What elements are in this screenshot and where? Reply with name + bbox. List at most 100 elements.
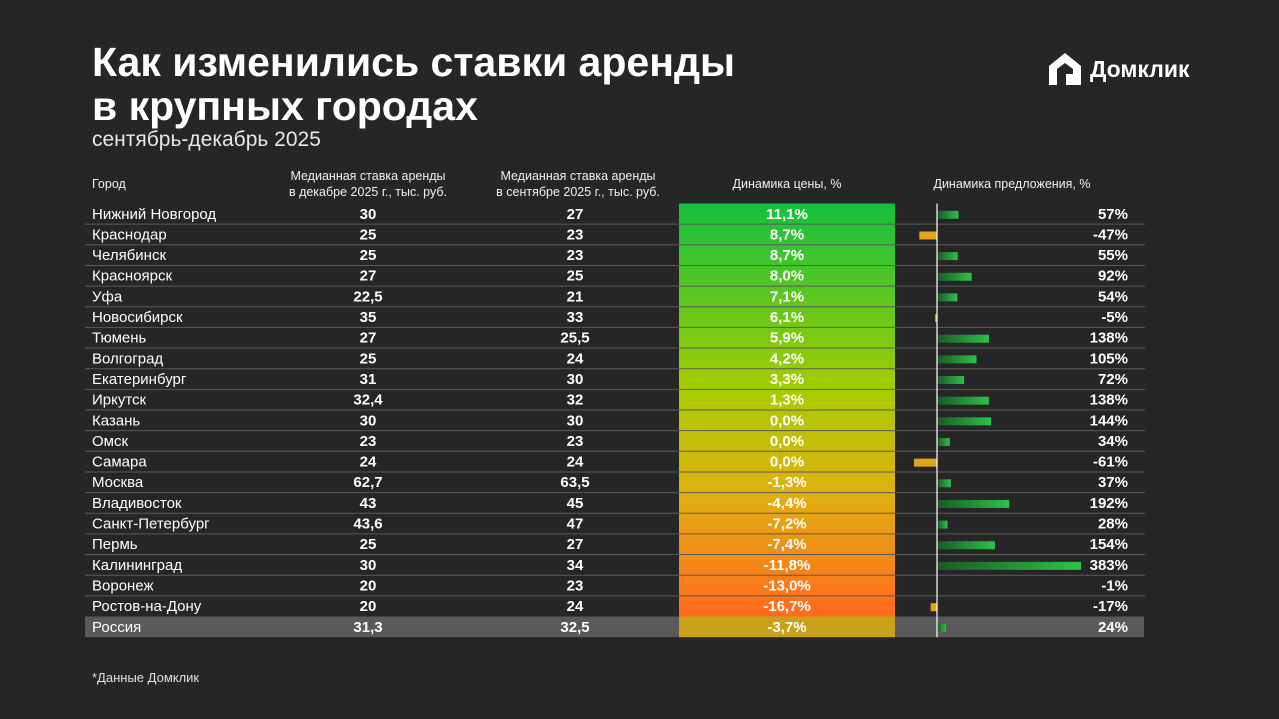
price-change: 3,3%: [770, 371, 804, 388]
city: Калининград: [92, 557, 182, 574]
price-change: 6,1%: [770, 309, 804, 326]
sep-rate: 47: [567, 516, 584, 533]
supply-change: 24%: [1098, 619, 1128, 636]
dec-rate: 25: [360, 350, 377, 367]
supply-bar: [914, 458, 937, 467]
header-supply: Динамика предложения, %: [933, 177, 1091, 191]
dec-rate: 35: [360, 309, 377, 326]
price-change: -13,0%: [763, 577, 811, 594]
supply-change: -5%: [1101, 309, 1128, 326]
city: Москва: [92, 474, 144, 491]
city: Краснодар: [92, 226, 167, 243]
price-change: 8,0%: [770, 268, 804, 285]
price-change: 11,1%: [766, 206, 808, 223]
price-change: -7,4%: [767, 536, 806, 553]
supply-change: 144%: [1090, 412, 1128, 429]
sep-rate: 32,5: [560, 619, 589, 636]
logo-icon: [1049, 53, 1081, 85]
supply-change: 138%: [1090, 392, 1128, 409]
header-line: Медианная ставка аренды: [500, 169, 656, 183]
sep-rate: 32: [567, 392, 584, 409]
header-sep: Медианная ставка аренды в сентябре 2025 …: [473, 168, 683, 200]
price-change: -4,4%: [767, 495, 806, 512]
dec-rate: 30: [360, 206, 377, 223]
dec-rate: 62,7: [353, 474, 382, 491]
supply-bar: [937, 479, 951, 488]
dec-rate: 30: [360, 557, 377, 574]
city: Омск: [92, 433, 128, 450]
sep-rate: 23: [567, 247, 584, 264]
city: Иркутск: [92, 392, 147, 409]
title: Как изменились ставки аренды в крупных г…: [92, 40, 735, 128]
dec-rate: 25: [360, 247, 377, 264]
supply-bar: [930, 603, 937, 612]
supply-bar: [937, 396, 989, 405]
price-change: -11,8%: [764, 557, 811, 574]
dec-rate: 31: [360, 371, 377, 388]
logo: Домклик: [1046, 50, 1189, 88]
supply-bar: [937, 417, 992, 426]
sep-rate: 24: [567, 598, 584, 615]
city: Челябинск: [92, 247, 166, 264]
supply-change: 55%: [1098, 247, 1128, 264]
supply-change: 34%: [1098, 433, 1128, 450]
city: Новосибирск: [92, 309, 183, 326]
sep-rate: 33: [567, 309, 584, 326]
supply-change: 54%: [1098, 288, 1128, 305]
price-change: -1,3%: [767, 474, 806, 491]
supply-change: 72%: [1098, 371, 1128, 388]
price-change: 7,1%: [770, 288, 804, 305]
supply-bar: [937, 210, 959, 219]
city: Тюмень: [92, 330, 147, 347]
city: Самара: [92, 454, 147, 471]
dec-rate: 43: [360, 495, 377, 512]
supply-change: -17%: [1093, 598, 1128, 615]
supply-bar: [937, 541, 995, 550]
supply-change: 105%: [1090, 350, 1128, 367]
price-change: 0,0%: [770, 454, 804, 471]
logo-text: Домклик: [1090, 55, 1190, 82]
sep-rate: 30: [567, 412, 584, 429]
city: Волгоград: [92, 350, 163, 367]
supply-bar: [937, 355, 977, 364]
sep-rate: 27: [567, 536, 584, 553]
supply-change: -1%: [1101, 577, 1128, 594]
supply-change: 37%: [1098, 474, 1128, 491]
sep-rate: 23: [567, 577, 584, 594]
supply-bar: [937, 520, 948, 529]
supply-bar: [937, 272, 972, 281]
price-total-bg: [679, 616, 895, 638]
footnote: *Данные Домклик: [92, 670, 200, 685]
header-line: в декабре 2025 г., тыс. руб.: [288, 185, 448, 199]
city: Уфа: [92, 288, 123, 305]
price-change: 8,7%: [770, 226, 804, 243]
sep-rate: 30: [567, 371, 584, 388]
supply-change: 383%: [1090, 557, 1128, 574]
dec-rate: 27: [360, 330, 377, 347]
title-line: Как изменились ставки аренды: [92, 39, 736, 85]
sep-rate: 34: [567, 557, 584, 574]
header-dec: Медианная ставка аренды в декабре 2025 г…: [268, 168, 468, 200]
sep-rate: 24: [567, 454, 584, 471]
dec-rate: 31,3: [353, 619, 382, 636]
price-change: 5,9%: [770, 330, 804, 347]
header-line: в сентябре 2025 г., тыс. руб.: [496, 185, 660, 199]
price-change: -16,7%: [763, 598, 811, 615]
price-change: 0,0%: [770, 412, 804, 429]
city: Ростов-на-Дону: [92, 598, 202, 615]
total-row-bg: [85, 616, 1144, 638]
supply-change: 57%: [1098, 206, 1128, 223]
sep-rate: 25,5: [560, 330, 589, 347]
supply-change: 28%: [1098, 516, 1128, 533]
supply-bar: [937, 561, 1082, 570]
dec-rate: 25: [360, 226, 377, 243]
price-change: 4,2%: [770, 350, 804, 367]
supply-bar: [937, 437, 950, 446]
price-change: -7,2%: [767, 516, 806, 533]
dec-rate: 25: [360, 536, 377, 553]
supply-bar: [937, 293, 958, 302]
dec-rate: 20: [360, 598, 377, 615]
supply-bar: [935, 314, 937, 323]
dec-rate: 22,5: [353, 288, 382, 305]
